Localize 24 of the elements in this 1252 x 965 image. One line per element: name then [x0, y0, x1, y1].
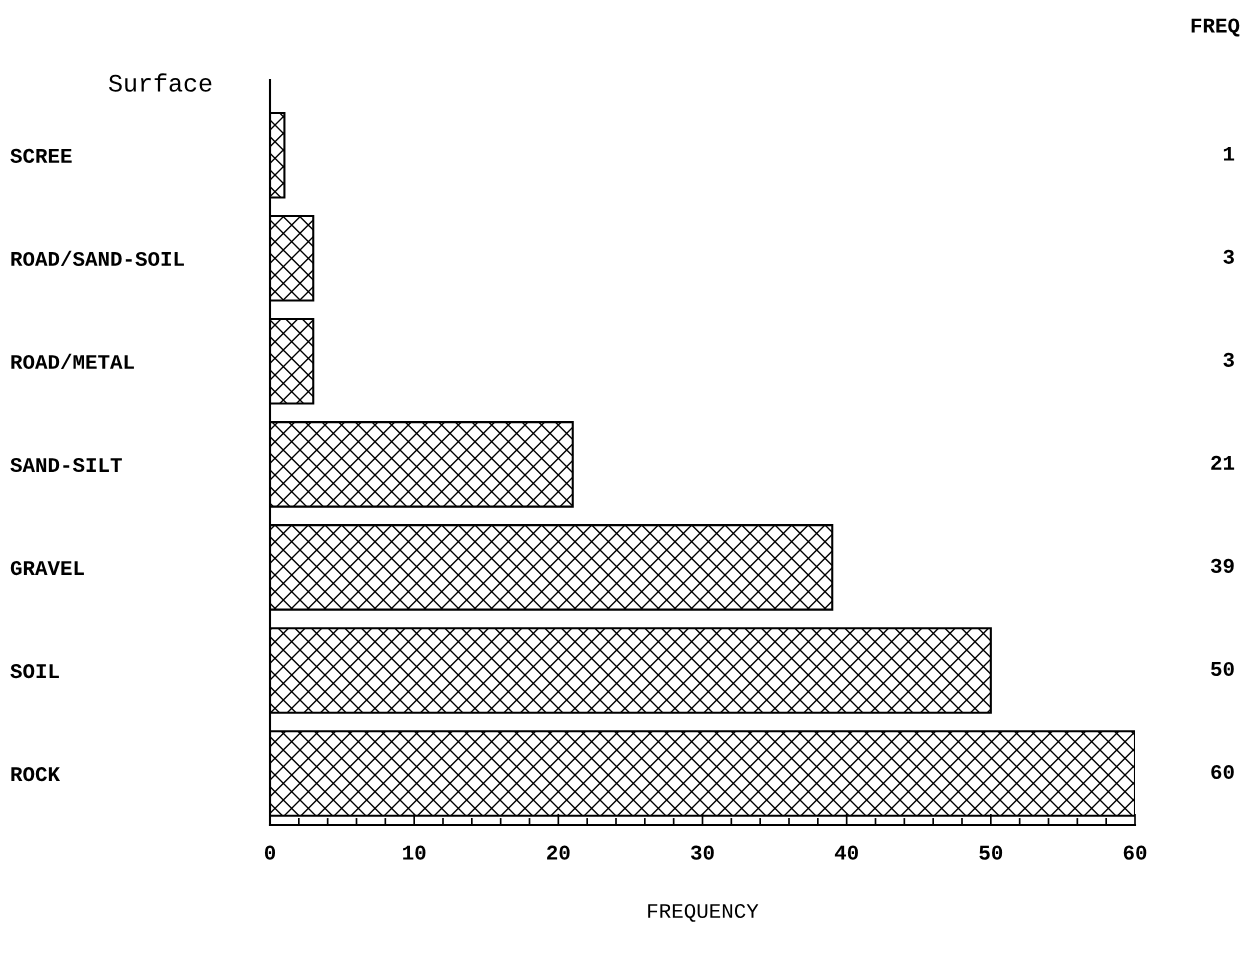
y-tick-label: SCREE [10, 148, 72, 163]
y-tick-label: SOIL [10, 664, 59, 679]
x-tick-label: 0 [264, 845, 276, 860]
data-label: 21 [1211, 455, 1235, 470]
y-tick-label: ROCK [11, 767, 61, 782]
x-tick-label: 60 [1123, 845, 1147, 860]
x-tick-label: 50 [979, 845, 1003, 860]
y-tick-label: GRAVEL [10, 561, 84, 576]
data-label: 60 [1211, 764, 1234, 780]
x-axis-title: FREQUENCY [648, 903, 759, 922]
text: FREQ [1191, 18, 1240, 37]
data-label: 50 [1211, 661, 1234, 677]
x-tick-label: 40 [834, 845, 858, 860]
y-tick-label: SAND-SILT [10, 457, 122, 473]
x-tick-label: 10 [403, 845, 426, 860]
x-tick-label: 20 [547, 845, 570, 860]
data-label: 1 [1223, 146, 1235, 161]
data-label: 39 [1210, 558, 1234, 574]
x-tick-label: 30 [690, 845, 714, 860]
y-tick-label: ROAD/SAND-SOIL [11, 250, 184, 267]
y-axis-title: Surface [108, 73, 212, 92]
data-label: 3 [1223, 352, 1234, 367]
data-label: 3 [1223, 249, 1234, 264]
y-tick-label: ROAD/METAL [11, 353, 134, 370]
